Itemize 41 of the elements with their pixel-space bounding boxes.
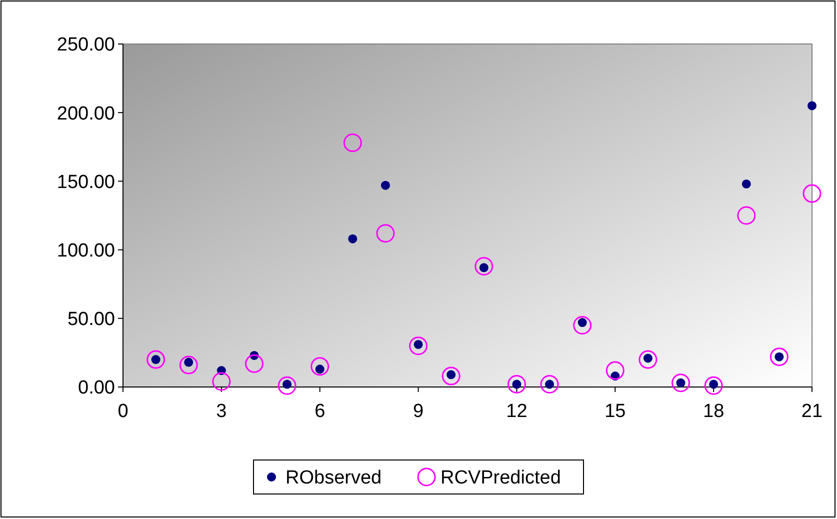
point [179, 356, 198, 374]
point [742, 179, 751, 188]
point [540, 375, 559, 394]
y-tick-label: 150.00 [56, 172, 115, 193]
point [343, 134, 362, 152]
x-tick-label: 18 [703, 401, 724, 422]
point [672, 374, 690, 392]
point [310, 357, 330, 376]
point [573, 316, 592, 335]
y-tick-label: 50.00 [67, 309, 115, 330]
point [278, 376, 296, 395]
x-tick-label: 9 [412, 401, 424, 422]
x-tick-label: 21 [801, 401, 823, 422]
point [606, 361, 624, 380]
point [802, 184, 822, 203]
point [212, 372, 231, 391]
point [409, 336, 428, 356]
point [380, 180, 390, 190]
point [474, 257, 494, 276]
x-tick-label: 0 [118, 401, 128, 422]
point [376, 224, 395, 243]
point [704, 376, 723, 395]
x-tick-label: 12 [506, 401, 528, 422]
point [507, 375, 526, 394]
legend-label: RCVPredicted [440, 468, 561, 489]
point [244, 354, 264, 373]
point [808, 101, 816, 110]
point [737, 206, 756, 225]
x-tick-label: 15 [604, 401, 626, 422]
point [442, 366, 460, 386]
legend-label: RObserved [286, 468, 382, 489]
x-tick-label: 3 [216, 401, 227, 422]
point [146, 350, 166, 369]
x-tick-label: 6 [314, 401, 326, 422]
y-tick-label: 200.00 [56, 103, 115, 124]
point [770, 348, 788, 366]
point [348, 234, 358, 244]
y-tick-label: 250.00 [56, 34, 115, 56]
y-tick-label: 100.00 [56, 240, 115, 262]
point [638, 350, 658, 369]
y-tick-label: 0.00 [78, 378, 115, 399]
